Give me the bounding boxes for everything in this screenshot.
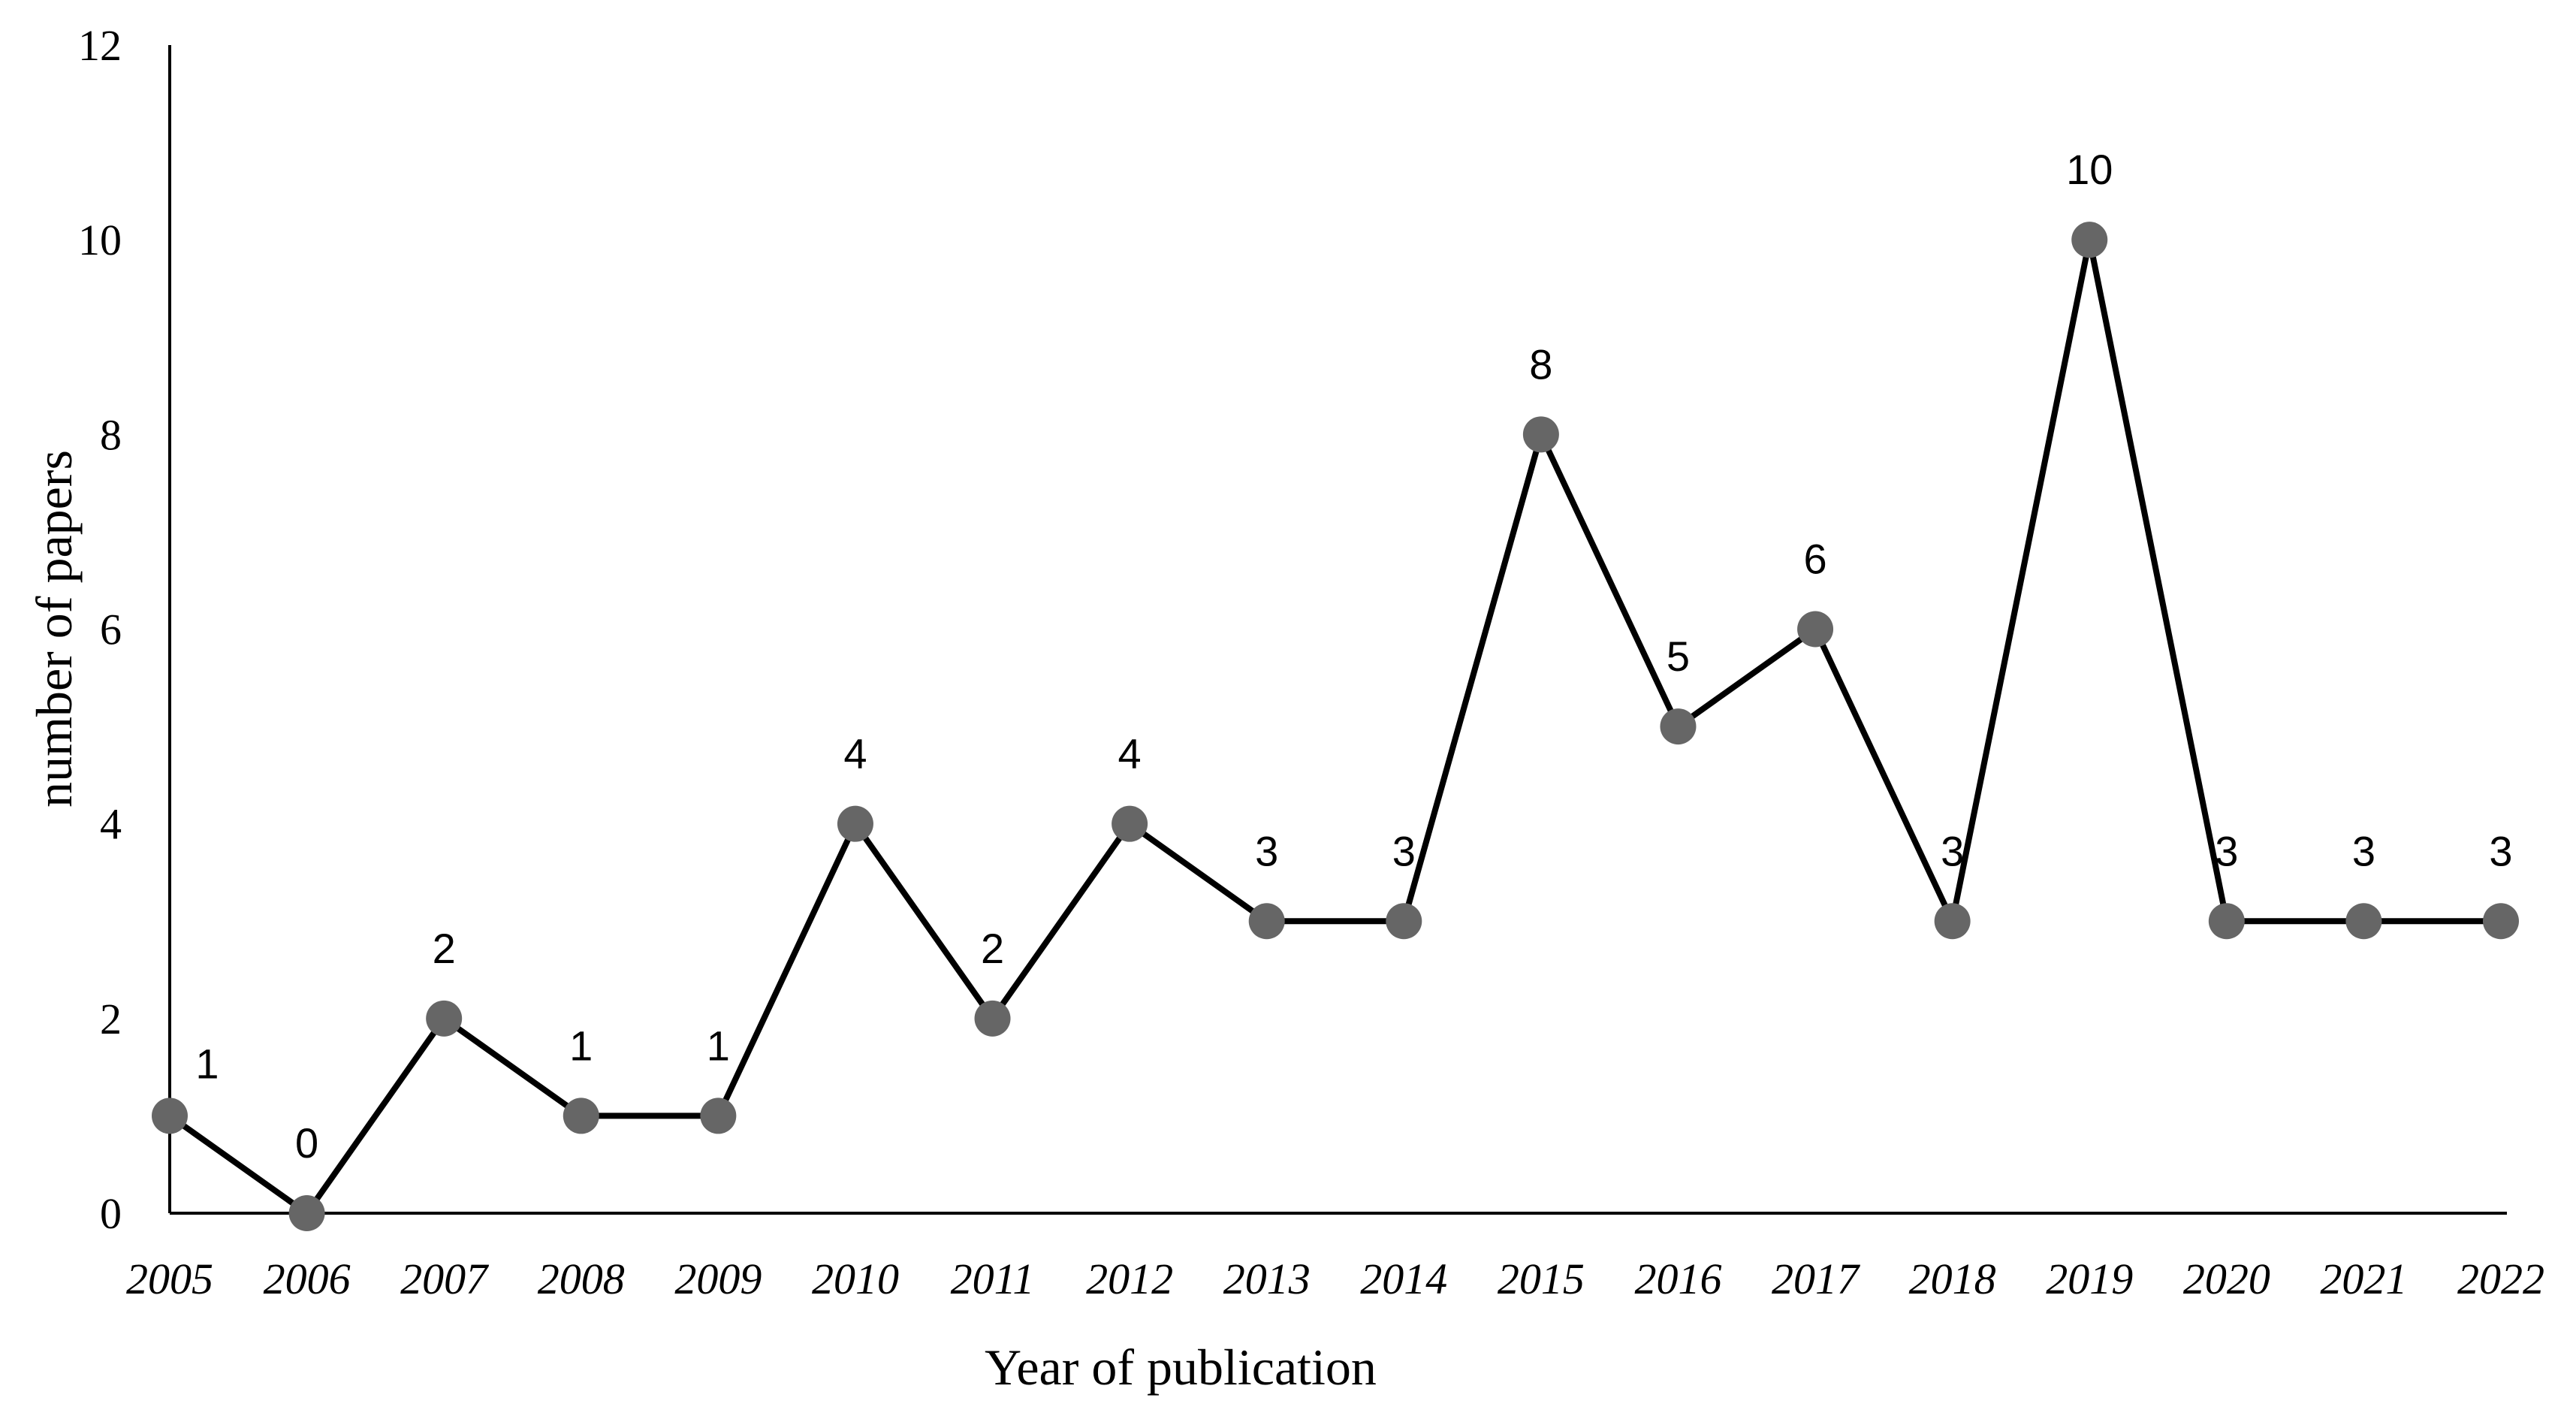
x-axis-title: Year of publication — [985, 1339, 1377, 1396]
data-label: 2 — [981, 925, 1004, 972]
x-tick-label: 2007 — [400, 1255, 489, 1303]
y-tick-label: 4 — [100, 800, 122, 849]
data-point — [1934, 903, 1971, 940]
data-label: 8 — [1529, 340, 1552, 388]
data-point — [2071, 222, 2108, 258]
x-tick-label: 2017 — [1772, 1255, 1860, 1303]
data-label: 4 — [843, 730, 867, 777]
data-label: 3 — [2352, 827, 2375, 874]
x-tick-label: 2022 — [2457, 1255, 2544, 1303]
x-tick-label: 2011 — [951, 1255, 1035, 1303]
data-point — [152, 1098, 188, 1134]
data-point — [837, 805, 873, 842]
data-label: 2 — [433, 925, 456, 972]
data-label: 0 — [295, 1119, 318, 1167]
data-label: 1 — [707, 1022, 730, 1069]
data-label: 10 — [2066, 146, 2113, 193]
x-tick-label: 2005 — [126, 1255, 213, 1303]
data-label: 3 — [1392, 827, 1416, 874]
y-tick-label: 0 — [100, 1189, 122, 1238]
data-label: 3 — [1941, 827, 1964, 874]
y-axis-title: number of papers — [26, 450, 83, 808]
x-tick-label: 2009 — [674, 1255, 762, 1303]
data-point — [1797, 611, 1834, 648]
x-tick-label: 2010 — [812, 1255, 899, 1303]
data-point — [288, 1195, 325, 1231]
x-tick-label: 2018 — [1909, 1255, 1996, 1303]
data-point — [1248, 903, 1285, 940]
x-tick-label: 2015 — [1498, 1255, 1585, 1303]
data-point — [2208, 903, 2245, 940]
x-tick-label: 2020 — [2183, 1255, 2270, 1303]
x-tick-label: 2008 — [538, 1255, 625, 1303]
data-point — [1386, 903, 1422, 940]
x-tick-label: 2019 — [2046, 1255, 2133, 1303]
data-point — [700, 1098, 737, 1134]
y-tick-label: 8 — [100, 410, 122, 459]
x-tick-label: 2016 — [1634, 1255, 1721, 1303]
y-tick-label: 6 — [100, 605, 122, 654]
data-label: 1 — [569, 1022, 593, 1069]
x-tick-label: 2021 — [2320, 1255, 2407, 1303]
markers — [152, 222, 2519, 1231]
data-point — [1112, 805, 1148, 842]
y-tick-labels: 0 2 4 6 8 10 12 — [78, 21, 122, 1238]
data-label: 1 — [195, 1040, 219, 1087]
axes — [168, 45, 2507, 1215]
x-tick-label: 2013 — [1223, 1255, 1311, 1303]
data-point — [2483, 903, 2519, 940]
x-tick-label: 2006 — [264, 1255, 351, 1303]
data-label: 6 — [1803, 536, 1826, 583]
data-label: 3 — [2489, 827, 2512, 874]
y-tick-label: 12 — [78, 21, 122, 70]
data-label: 4 — [1118, 730, 1142, 777]
data-point — [1660, 708, 1697, 745]
data-point — [563, 1098, 599, 1134]
data-point — [426, 1000, 463, 1037]
series-line — [167, 239, 2501, 1218]
data-label: 3 — [1255, 827, 1278, 874]
series — [167, 239, 2501, 1218]
data-label: 5 — [1667, 633, 1690, 680]
data-point — [1522, 416, 1559, 453]
data-label: 3 — [2215, 827, 2238, 874]
data-point — [974, 1000, 1011, 1037]
x-tick-labels: 2005 2006 2007 2008 2009 2010 2011 2012 2013 2014… — [126, 1255, 2544, 1303]
x-tick-label: 2012 — [1086, 1255, 1173, 1303]
y-tick-label: 10 — [78, 216, 122, 264]
x-tick-label: 2014 — [1360, 1255, 1447, 1303]
y-tick-label: 2 — [100, 995, 122, 1043]
data-point — [2345, 903, 2382, 940]
